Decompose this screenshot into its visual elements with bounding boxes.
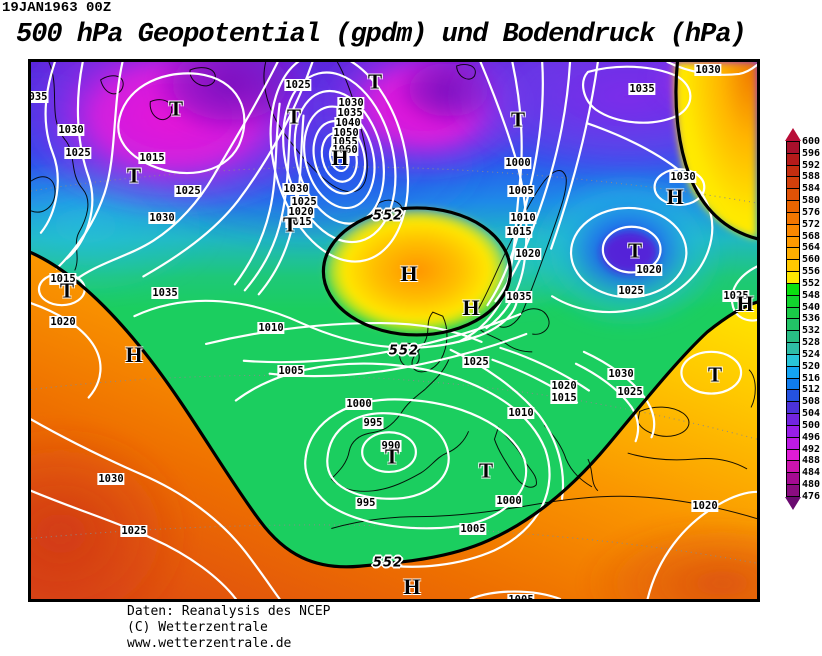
colorbar-arrow-bottom: [785, 496, 801, 510]
colorbar-tick-label: 540: [802, 301, 821, 313]
isobars: [31, 62, 757, 599]
colorbar-tick-label: 560: [802, 254, 821, 266]
geopotential-field-fill: [31, 62, 757, 599]
colorbar-box: [786, 484, 800, 497]
colorbar-tick-label: 568: [802, 230, 821, 242]
page-title: 500 hPa Geopotential (gpdm) und Bodendru…: [16, 20, 747, 50]
colorbar-arrow-top: [785, 128, 801, 141]
colorbar-tick-label: 484: [802, 467, 821, 479]
map-datetime: 19JAN1963 00Z: [2, 0, 112, 16]
colorbar-tick-label: 576: [802, 206, 821, 218]
colorbar-tick-label: 592: [802, 159, 821, 171]
colorbar-tick-label: 532: [802, 325, 821, 337]
colorbar-tick-label: 548: [802, 289, 821, 301]
colorbar-tick-label: 488: [802, 455, 821, 467]
coastlines: [31, 62, 757, 530]
colorbar-tick-label: 496: [802, 431, 821, 443]
weather-map: [31, 62, 757, 599]
colorbar-tick-label: 600: [802, 136, 821, 147]
colorbar-tick-label: 520: [802, 360, 821, 372]
colorbar-tick-label: 492: [802, 443, 821, 455]
colorbar-tick-label: 480: [802, 479, 821, 491]
colorbar-tick-label: 536: [802, 313, 821, 325]
footer-website: www.wetterzentrale.de: [127, 636, 292, 651]
map-frame: [28, 59, 760, 602]
footer-credits: Daten: Reanalysis des NCEP (C) Wetterzen…: [127, 604, 331, 652]
footer-copyright: (C) Wetterzentrale: [127, 620, 268, 635]
colorbar-tick-label: 476: [802, 490, 821, 502]
colorbar-tick-label: 524: [802, 348, 821, 360]
colorbar-tick-label: 564: [802, 242, 821, 254]
colorbar-tick-label: 512: [802, 384, 821, 396]
colorbar-tick-label: 572: [802, 218, 821, 230]
colorbar-tick-label: 596: [802, 147, 821, 159]
colorbar-tick-label: 528: [802, 337, 821, 349]
colorbar-tick-label: 584: [802, 183, 821, 195]
colorbar-legend: 600 596 592 588 584 580 576 572 568 564 560 556 552 5…: [785, 128, 822, 512]
colorbar-tick-label: 588: [802, 171, 821, 183]
colorbar-tick-label: 500: [802, 419, 821, 431]
colorbar-tick-label: 508: [802, 396, 821, 408]
colorbar-tick-label: 516: [802, 372, 821, 384]
colorbar-tick-label: 504: [802, 408, 821, 420]
footer-data-source: Daten: Reanalysis des NCEP: [127, 604, 331, 619]
colorbar-tick-label: 552: [802, 277, 821, 289]
colorbar-tick-label: 556: [802, 266, 821, 278]
colorbar-tick-label: 580: [802, 195, 821, 207]
